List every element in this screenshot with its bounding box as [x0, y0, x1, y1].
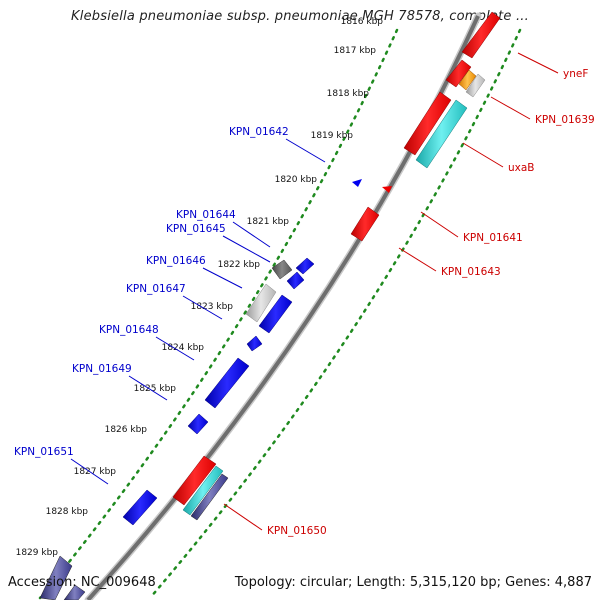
gene-label-reverse[interactable]: KPN_01644	[176, 209, 236, 221]
forward-strand-genes	[172, 11, 501, 521]
leader-line	[182, 295, 223, 320]
leader-line	[232, 221, 271, 248]
tick-label: 1818 kbp	[327, 89, 370, 99]
gene-kpn-01650b[interactable]	[182, 465, 224, 516]
leader-line	[70, 458, 109, 485]
tick-ring-inner	[38, 28, 399, 600]
gene-kpn-01646[interactable]	[271, 259, 293, 280]
leader-line	[462, 142, 504, 168]
leader-line	[128, 375, 168, 401]
tick-label: 1821 kbp	[247, 217, 290, 227]
accession-text: Accession: NC_009648	[8, 575, 156, 590]
reverse-strand-genes	[39, 179, 362, 600]
gene-yneF-a[interactable]	[461, 11, 501, 59]
gene-kpn-01639[interactable]	[403, 91, 452, 156]
tick-label: 1823 kbp	[191, 302, 234, 312]
gene-label-forward[interactable]: KPN_01641	[463, 232, 523, 244]
leader-line	[398, 247, 437, 272]
gene-kpn-01650a[interactable]	[172, 455, 217, 506]
leader-line	[517, 52, 559, 74]
leader-line	[223, 503, 263, 531]
tick-label: 1822 kbp	[218, 260, 261, 270]
tick-label: 1817 kbp	[334, 46, 377, 56]
tick-label: 1820 kbp	[275, 175, 318, 185]
gene-kpn-01645[interactable]	[286, 271, 305, 290]
gene-label-forward[interactable]: yneF	[563, 68, 588, 80]
tick-label: 1829 kbp	[16, 548, 59, 558]
gene-label-reverse[interactable]: KPN_01645	[166, 223, 226, 235]
gene-kpn-01641[interactable]	[350, 206, 380, 242]
gene-label-forward[interactable]: KPN_01643	[441, 266, 501, 278]
gene-gray-small[interactable]	[465, 73, 486, 98]
topology-summary: Topology: circular; Length: 5,315,120 bp…	[234, 575, 592, 590]
tick-label: 1819 kbp	[311, 131, 354, 141]
forward-arrowhead	[382, 186, 392, 193]
gene-labels: KPN_01642 KPN_01644 KPN_01645 KPN_01646 KPN_…	[14, 52, 595, 537]
gene-label-reverse[interactable]: KPN_01648	[99, 324, 159, 336]
gene-label-reverse[interactable]: KPN_01649	[72, 363, 132, 375]
gene-label-forward[interactable]: KPN_01650	[267, 525, 327, 537]
gene-navy-2[interactable]	[63, 584, 86, 600]
map-title: Klebsiella pneumoniae subsp. pneumoniae …	[71, 9, 529, 24]
tick-ring-outer	[148, 28, 522, 600]
reverse-arrowhead	[352, 179, 362, 187]
gene-kpn-01644[interactable]	[295, 257, 315, 275]
tick-labels: 1816 kbp 1817 kbp 1818 kbp 1819 kbp 1820 kbp…	[16, 17, 384, 558]
leader-line	[222, 235, 271, 263]
gene-label-reverse[interactable]: KPN_01642	[229, 126, 289, 138]
tick-label: 1827 kbp	[74, 467, 117, 477]
leader-line	[285, 138, 326, 163]
gene-label-reverse[interactable]: KPN_01647	[126, 283, 186, 295]
tick-label: 1825 kbp	[134, 384, 177, 394]
leader-line	[420, 211, 459, 238]
gene-label-forward[interactable]: KPN_01639	[535, 114, 595, 126]
gene-uxaB[interactable]	[415, 99, 468, 169]
gene-kpn-01649a[interactable]	[246, 335, 263, 352]
gene-label-reverse[interactable]: KPN_01646	[146, 255, 206, 267]
gene-label-reverse[interactable]: KPN_01651	[14, 446, 74, 458]
tick-label: 1826 kbp	[105, 425, 148, 435]
tick-label: 1824 kbp	[162, 343, 205, 353]
gene-kpn-01649c[interactable]	[187, 413, 209, 435]
gene-kpn-01650c[interactable]	[190, 473, 229, 521]
leader-line	[490, 96, 531, 120]
leader-line	[155, 336, 195, 361]
leader-line	[202, 267, 243, 289]
gene-navy-1[interactable]	[39, 555, 73, 600]
tick-label: 1816 kbp	[341, 17, 384, 27]
gene-yneF-b[interactable]	[445, 59, 472, 88]
gene-kpn-01648[interactable]	[258, 294, 293, 334]
gene-kpn-01649b[interactable]	[204, 357, 250, 409]
gene-orange[interactable]	[458, 69, 477, 91]
gene-label-forward[interactable]: uxaB	[508, 162, 535, 174]
gene-kpn-01651[interactable]	[122, 489, 158, 526]
tick-label: 1828 kbp	[46, 507, 89, 517]
gene-kpn-01647[interactable]	[245, 283, 277, 323]
